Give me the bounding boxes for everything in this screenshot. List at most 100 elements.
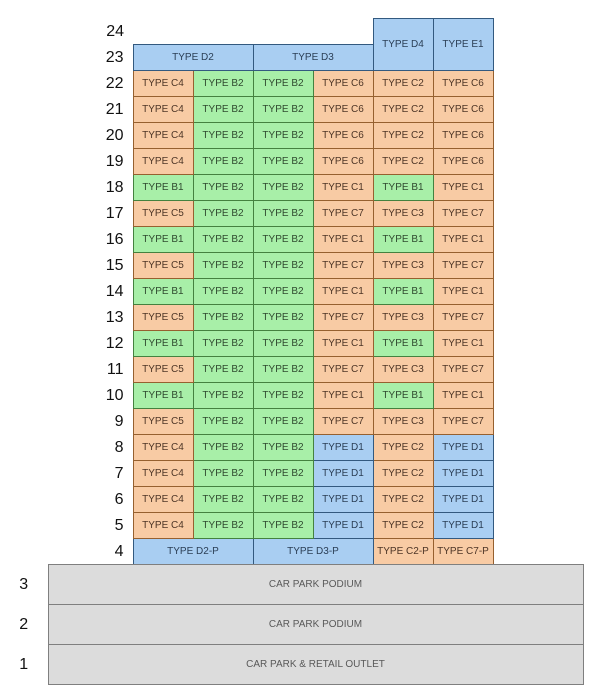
unit-cell-type-c4: TYPE C4 xyxy=(132,148,194,175)
unit-cell-type-c6: TYPE C6 xyxy=(432,70,494,97)
unit-cell-type-b2: TYPE B2 xyxy=(252,356,314,383)
unit-cell-type-b2: TYPE B2 xyxy=(192,148,254,175)
unit-cell-type-d1: TYPE D1 xyxy=(312,486,374,513)
unit-cell-type-c7-p: TYPE C7-P xyxy=(432,538,494,565)
floor-number: 7 xyxy=(114,464,124,482)
floor-row-19: 19 TYPE C4 TYPE B2 TYPE B2 TYPE C6 TYPE C2 TYP… xyxy=(88,148,494,175)
floor-number: 5 xyxy=(114,516,124,534)
floor-number: 4 xyxy=(114,542,124,560)
floor-row-4: 4 TYPE D2-P TYPE D3-P TYPE C2-P TYPE C7-P xyxy=(88,538,494,565)
unit-cell-type-c6: TYPE C6 xyxy=(432,148,494,175)
unit-cell-type-b2: TYPE B2 xyxy=(192,70,254,97)
unit-cell-type-b1: TYPE B1 xyxy=(372,382,434,409)
unit-cell-type-b1: TYPE B1 xyxy=(132,174,194,201)
unit-cell-type-c2: TYPE C2 xyxy=(372,512,434,539)
unit-cell-type-c5: TYPE C5 xyxy=(132,200,194,227)
floor-number: 14 xyxy=(105,282,124,300)
floor-row-9: 9 TYPE C5 TYPE B2 TYPE B2 TYPE C7 TYPE C3 TYPE… xyxy=(88,408,494,435)
unit-cell-type-c2: TYPE C2 xyxy=(372,434,434,461)
floor-number: 19 xyxy=(105,152,124,170)
unit-cell-type-b2: TYPE B2 xyxy=(192,382,254,409)
unit-cell-type-c6: TYPE C6 xyxy=(312,70,374,97)
unit-cell-type-b2: TYPE B2 xyxy=(252,174,314,201)
unit-cell-type-c2: TYPE C2 xyxy=(372,122,434,149)
unit-cell-type-b2: TYPE B2 xyxy=(192,200,254,227)
floor-number: 8 xyxy=(114,438,124,456)
unit-cell-type-c5: TYPE C5 xyxy=(132,408,194,435)
unit-cell-type-b2: TYPE B2 xyxy=(192,512,254,539)
podium-label-car-park-retail-outlet: CAR PARK & RETAIL OUTLET xyxy=(47,644,584,685)
unit-cell-type-c1: TYPE C1 xyxy=(312,382,374,409)
unit-cell-type-b1: TYPE B1 xyxy=(132,330,194,357)
floor-number: 22 xyxy=(105,74,124,92)
unit-cell-type-d3: TYPE D3 xyxy=(252,44,374,71)
unit-cell-type-d1: TYPE D1 xyxy=(432,434,494,461)
floor-row-8: 8 TYPE C4 TYPE B2 TYPE B2 TYPE D1 TYPE C2 TYPE… xyxy=(88,434,494,461)
floor-number: 15 xyxy=(105,256,124,274)
floor-row-5: 5 TYPE C4 TYPE B2 TYPE B2 TYPE D1 TYPE C2 TYPE… xyxy=(88,512,494,539)
unit-cell-type-b2: TYPE B2 xyxy=(252,382,314,409)
unit-cell-type-b2: TYPE B2 xyxy=(192,96,254,123)
unit-cell-type-b2: TYPE B2 xyxy=(252,148,314,175)
unit-cell-type-c2: TYPE C2 xyxy=(372,460,434,487)
floor-number: 12 xyxy=(105,334,124,352)
unit-cell-type-c6: TYPE C6 xyxy=(312,148,374,175)
unit-cell-type-c4: TYPE C4 xyxy=(132,70,194,97)
floor-row-13: 13 TYPE C5 TYPE B2 TYPE B2 TYPE C7 TYPE C3 TYP… xyxy=(88,304,494,331)
unit-cell-type-b2: TYPE B2 xyxy=(192,252,254,279)
unit-cell-type-c7: TYPE C7 xyxy=(432,408,494,435)
empty-cell xyxy=(313,19,373,45)
unit-cell-type-c7: TYPE C7 xyxy=(312,252,374,279)
unit-cell-type-c4: TYPE C4 xyxy=(132,460,194,487)
unit-cell-type-c7: TYPE C7 xyxy=(432,356,494,383)
floor-row-11: 11 TYPE C5 TYPE B2 TYPE B2 TYPE C7 TYPE C3 TYP… xyxy=(88,356,494,383)
unit-cell-type-b2: TYPE B2 xyxy=(252,200,314,227)
floor-row-12: 12 TYPE B1 TYPE B2 TYPE B2 TYPE C1 TYPE B1 TYP… xyxy=(88,330,494,357)
unit-cell-type-c4: TYPE C4 xyxy=(132,96,194,123)
floor-number: 21 xyxy=(105,100,124,118)
unit-cell-type-d1: TYPE D1 xyxy=(432,486,494,513)
tower-unit-grid: 24 TYPE D4 TYPE E1 23 TYPE D2 TYPE D3 22 TYPE C… xyxy=(88,18,494,565)
empty-cell xyxy=(253,19,313,45)
unit-cell-type-c5: TYPE C5 xyxy=(132,356,194,383)
empty-cell xyxy=(133,19,193,45)
unit-cell-type-c1: TYPE C1 xyxy=(312,226,374,253)
unit-cell-type-b2: TYPE B2 xyxy=(192,486,254,513)
unit-cell-type-d1: TYPE D1 xyxy=(432,512,494,539)
unit-cell-type-c7: TYPE C7 xyxy=(432,252,494,279)
unit-cell-type-b1: TYPE B1 xyxy=(372,278,434,305)
unit-cell-type-b1: TYPE B1 xyxy=(132,278,194,305)
unit-cell-type-b2: TYPE B2 xyxy=(192,122,254,149)
unit-cell-type-c3: TYPE C3 xyxy=(372,252,434,279)
floor-number: 6 xyxy=(114,490,124,508)
unit-cell-type-c1: TYPE C1 xyxy=(432,278,494,305)
unit-cell-type-b2: TYPE B2 xyxy=(252,486,314,513)
unit-cell-type-c1: TYPE C1 xyxy=(432,382,494,409)
unit-cell-type-b2: TYPE B2 xyxy=(252,226,314,253)
unit-cell-type-c1: TYPE C1 xyxy=(432,174,494,201)
unit-cell-type-b1: TYPE B1 xyxy=(132,382,194,409)
floor-number: 18 xyxy=(105,178,124,196)
unit-cell-type-c7: TYPE C7 xyxy=(432,304,494,331)
unit-cell-type-c4: TYPE C4 xyxy=(132,122,194,149)
floor-number: 23 xyxy=(105,48,124,66)
podium-row-1: 1 CAR PARK & RETAIL OUTLET xyxy=(0,644,584,685)
unit-cell-type-b2: TYPE B2 xyxy=(192,460,254,487)
unit-cell-type-b2: TYPE B2 xyxy=(252,408,314,435)
floor-number: 11 xyxy=(106,360,124,378)
floor-number: 24 xyxy=(106,22,124,40)
podium-row-3: 3 CAR PARK PODIUM xyxy=(0,564,584,605)
unit-cell-type-b2: TYPE B2 xyxy=(192,278,254,305)
unit-cell-type-b2: TYPE B2 xyxy=(192,356,254,383)
unit-cell-type-b2: TYPE B2 xyxy=(252,278,314,305)
unit-cell-type-c6: TYPE C6 xyxy=(432,122,494,149)
podium-label-car-park-podium: CAR PARK PODIUM xyxy=(47,604,584,645)
unit-cell-type-b2: TYPE B2 xyxy=(192,174,254,201)
floor-row-23: 23 TYPE D2 TYPE D3 xyxy=(88,44,493,71)
unit-cell-type-c2: TYPE C2 xyxy=(372,148,434,175)
unit-cell-type-c4: TYPE C4 xyxy=(132,512,194,539)
unit-cell-type-c6: TYPE C6 xyxy=(312,96,374,123)
unit-cell-type-c7: TYPE C7 xyxy=(312,304,374,331)
unit-cell-type-b2: TYPE B2 xyxy=(192,408,254,435)
unit-cell-type-b2: TYPE B2 xyxy=(252,512,314,539)
